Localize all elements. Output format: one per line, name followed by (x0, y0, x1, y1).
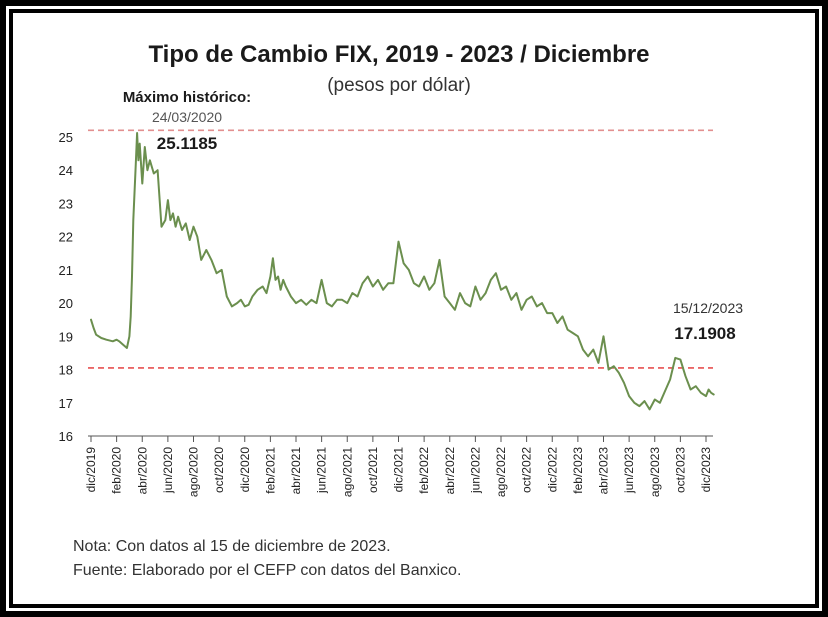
max-date: 24/03/2020 (152, 109, 222, 125)
y-tick-label: 19 (59, 329, 73, 344)
y-tick-label: 21 (59, 263, 73, 278)
last-date: 15/12/2023 (673, 300, 743, 316)
chart-subtitle: (pesos por dólar) (327, 75, 471, 96)
x-tick-label: oct/2021 (366, 447, 380, 493)
x-tick-label: oct/2023 (673, 447, 687, 493)
x-tick-label: dic/2019 (84, 447, 98, 493)
chart-title: Tipo de Cambio FIX, 2019 - 2023 / Diciem… (148, 41, 649, 68)
chart-card: Tipo de Cambio FIX, 2019 - 2023 / Diciem… (13, 13, 815, 604)
x-tick-label: feb/2023 (571, 447, 585, 494)
y-tick-label: 25 (59, 130, 73, 145)
x-tick-label: jun/2023 (622, 447, 636, 494)
max-value: 25.1185 (157, 134, 218, 153)
x-tick-label: abr/2023 (597, 447, 611, 495)
y-tick-label: 16 (59, 429, 73, 444)
x-tick-label: abr/2021 (289, 447, 303, 495)
x-tick-label: jun/2020 (161, 447, 175, 494)
x-tick-label: ago/2020 (187, 447, 201, 497)
y-tick-label: 18 (59, 363, 73, 378)
x-tick-label: feb/2020 (110, 447, 124, 494)
x-tick-label: dic/2021 (392, 447, 406, 493)
y-tick-label: 20 (59, 296, 73, 311)
chart-note: Nota: Con datos al 15 de diciembre de 20… (73, 538, 391, 555)
x-tick-label: jun/2022 (468, 447, 482, 494)
y-axis: 16 17 18 19 20 21 22 23 24 25 (59, 130, 73, 444)
x-tick-label: ago/2023 (648, 447, 662, 497)
x-tick-label: dic/2022 (545, 447, 559, 493)
y-tick-label: 23 (59, 196, 73, 211)
x-tick-label: oct/2020 (212, 447, 226, 493)
max-label: Máximo histórico: (123, 89, 251, 106)
series-line (90, 132, 715, 411)
exchange-rate-chart: Tipo de Cambio FIX, 2019 - 2023 / Diciem… (59, 41, 744, 579)
x-tick-label: oct/2022 (520, 447, 534, 493)
y-tick-label: 24 (59, 163, 73, 178)
x-tick-label: jun/2021 (315, 447, 329, 494)
x-tick-label: feb/2022 (417, 447, 431, 494)
y-tick-label: 22 (59, 230, 73, 245)
x-tick-label: ago/2021 (340, 447, 354, 497)
x-tick-label: abr/2022 (443, 447, 457, 495)
x-tick-label: feb/2021 (263, 447, 277, 494)
series-group (90, 132, 715, 411)
chart-source: Fuente: Elaborado por el CEFP con datos … (73, 562, 461, 579)
x-tick-label: dic/2023 (699, 447, 713, 493)
x-tick-label: ago/2022 (494, 447, 508, 497)
y-tick-label: 17 (59, 396, 73, 411)
last-value: 17.1908 (674, 324, 735, 343)
x-tick-label: abr/2020 (135, 447, 149, 495)
x-axis: dic/2019 feb/2020 abr/2020 jun/2020 ago/2020… (84, 435, 713, 497)
x-tick-label: dic/2020 (238, 447, 252, 493)
